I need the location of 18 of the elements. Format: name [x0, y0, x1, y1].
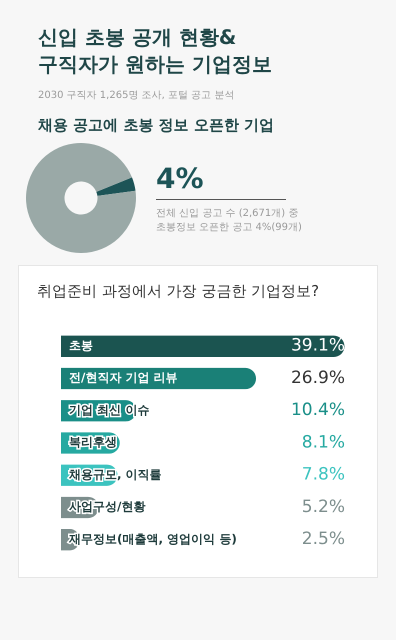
chart-subtitle: 2030 구직자 1,265명 조사, 포털 공고 분석	[38, 89, 236, 102]
y-tick-label: 전/현직자 기업 리뷰	[69, 370, 178, 385]
data-label: 39.1%	[290, 336, 345, 356]
data-label: 8.1%	[302, 432, 345, 452]
text: 초봉정보 오픈한 공고 4%(99개)	[156, 221, 302, 234]
data-label: 26.9%	[290, 368, 345, 388]
data-label: 2.5%	[302, 529, 345, 550]
data-label: 4%	[156, 162, 286, 200]
data-label: 10.4%	[290, 400, 345, 420]
data-label: 7.8%	[302, 464, 345, 485]
text: 전체 신입 공고 수 (2,671개) 중	[156, 207, 300, 220]
y-tick-label: 초봉	[69, 338, 93, 352]
text: 채용 공고에 초봉 정보 오픈한 기업	[38, 116, 276, 135]
y-tick-label: 복리후생	[69, 435, 117, 450]
chart-title: 신입 초봉 공개 현황& 구직자가 원하는 기업정보	[38, 24, 273, 78]
chart-title: 취업준비 과정에서 가장 궁금한 기업정보?	[37, 282, 320, 301]
data-label: 5.2%	[302, 496, 345, 517]
bar	[61, 336, 344, 357]
